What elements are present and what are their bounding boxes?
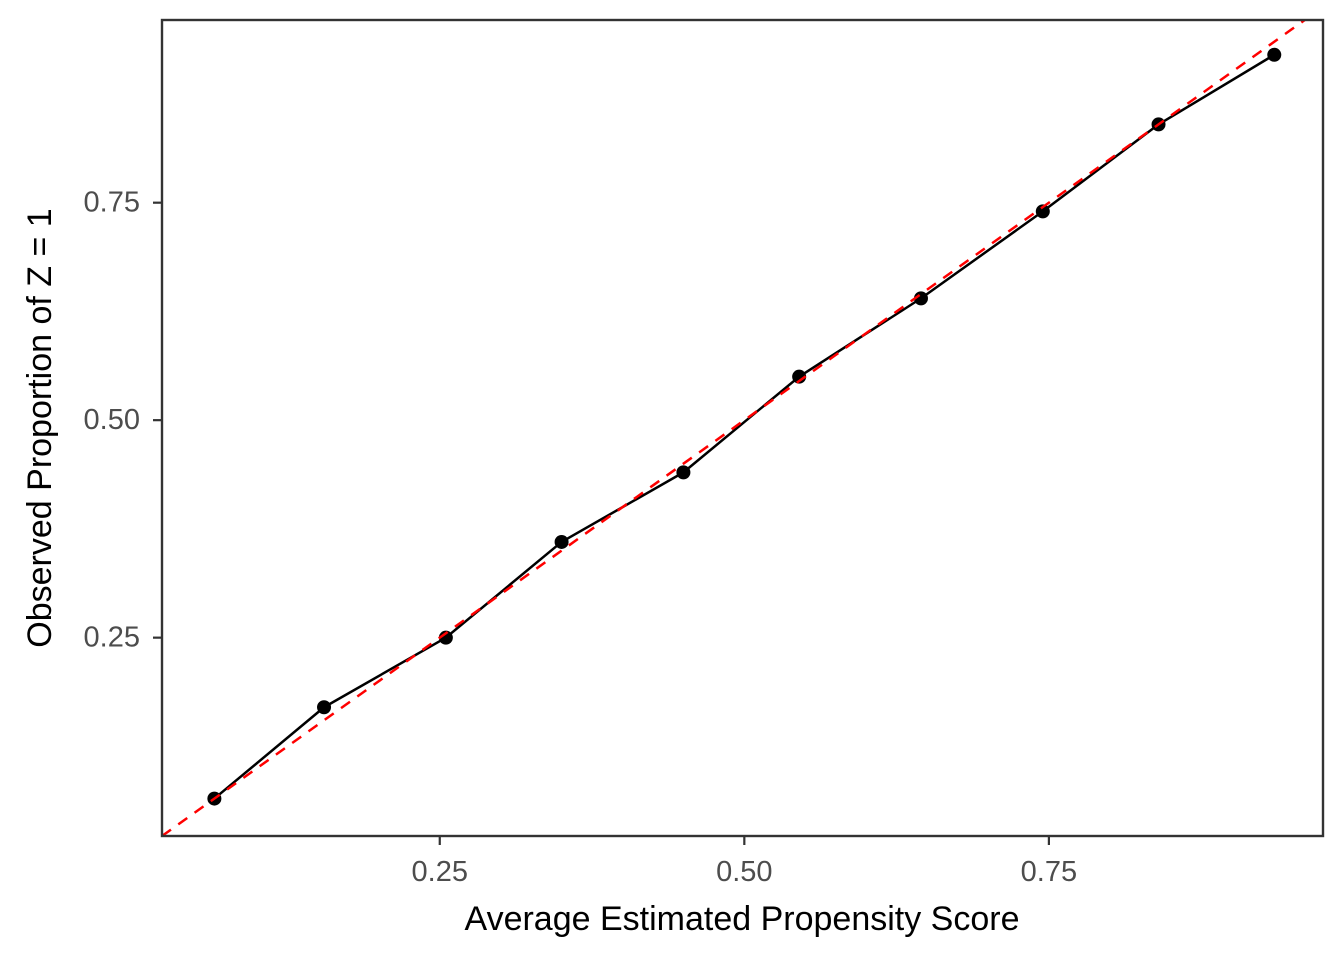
y-axis-tick-label: 0.50 xyxy=(84,404,140,436)
x-axis-tick-label: 0.50 xyxy=(716,856,772,888)
data-point xyxy=(676,465,691,480)
x-axis-tick-label: 0.75 xyxy=(1021,856,1077,888)
x-axis-title: Average Estimated Propensity Score xyxy=(465,900,1020,938)
identity-reference-line xyxy=(161,18,1306,838)
observed-calibration-line xyxy=(213,53,1276,800)
panel-border xyxy=(160,18,1325,838)
panel-background xyxy=(162,20,1323,836)
y-axis-title: Observed Proportion of Z = 1 xyxy=(21,208,59,647)
y-axis-tick-label: 0.75 xyxy=(84,187,140,219)
data-point xyxy=(317,700,332,715)
data-point xyxy=(438,630,453,645)
y-axis-tick-label: 0.25 xyxy=(84,622,140,654)
data-point xyxy=(792,369,807,384)
data-point xyxy=(1267,47,1282,62)
data-point xyxy=(554,534,569,549)
chart-plot-area: 0.25 0.50 0.75 0.25 0.50 0.75 xyxy=(84,18,1325,888)
x-axis-tick-label: 0.25 xyxy=(412,856,468,888)
data-point xyxy=(913,291,928,306)
data-point xyxy=(1035,204,1050,219)
